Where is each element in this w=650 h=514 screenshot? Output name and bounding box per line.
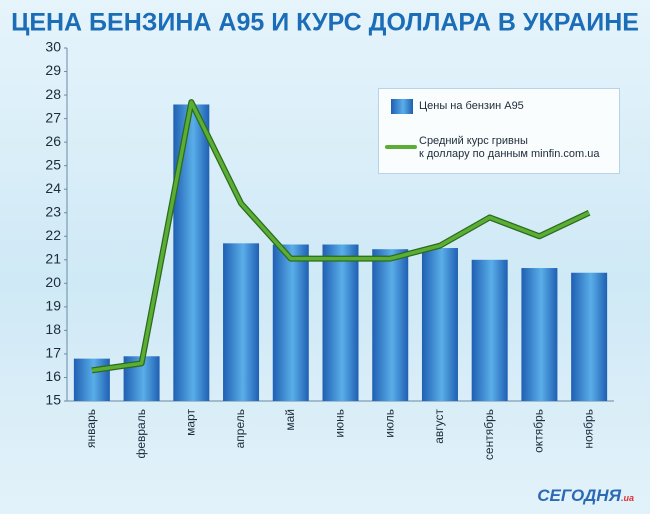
legend-label: Цены на бензин А95 [419, 100, 524, 112]
y-tick-label: 29 [45, 62, 61, 78]
y-tick-label: 19 [45, 298, 61, 314]
y-tick-label: 23 [45, 203, 61, 219]
x-tick-label: сентябрь [482, 409, 496, 460]
bar [73, 358, 110, 401]
x-tick-label: апрель [233, 409, 247, 448]
y-tick-label: 24 [45, 180, 61, 196]
x-tick-label: июль [382, 409, 396, 438]
y-tick-label: 25 [45, 156, 61, 172]
logo-name: СЕГОДНЯ [537, 486, 621, 505]
legend-label: Средний курс гривны к доллару по данным … [419, 135, 600, 160]
chart-title: ЦЕНА БЕНЗИНА А95 И КУРС ДОЛЛАРА В УКРАИН… [11, 9, 639, 37]
bar [571, 272, 608, 401]
y-tick-label: 28 [45, 86, 61, 102]
y-tick-label: 15 [45, 392, 61, 408]
y-tick-label: 27 [45, 109, 61, 125]
bar [521, 268, 558, 401]
bar [223, 243, 260, 401]
x-tick-label: январь [84, 409, 98, 448]
bar [272, 244, 309, 401]
legend-swatches [385, 99, 417, 149]
legend: Цены на бензин А95 Средний курс гривны к… [378, 88, 620, 174]
y-tick-label: 20 [45, 274, 61, 290]
x-tick-label: август [432, 409, 446, 444]
x-tick-label: июнь [333, 409, 347, 438]
logo-suffix: .ua [620, 493, 634, 503]
x-tick-label: март [183, 409, 197, 436]
line [91, 100, 590, 373]
x-tick-label: февраль [134, 409, 148, 459]
y-tick-label: 30 [45, 39, 61, 55]
bar [322, 244, 359, 401]
logo: СЕГОДНЯ.ua [537, 486, 634, 506]
bar [372, 249, 409, 401]
bar [173, 104, 210, 401]
y-tick-label: 26 [45, 133, 61, 149]
y-tick-label: 21 [45, 251, 61, 267]
bar [421, 248, 458, 401]
legend-swatch [391, 99, 413, 114]
x-tick-label: октябрь [532, 409, 546, 453]
y-tick-label: 18 [45, 321, 61, 337]
x-tick-label: май [283, 409, 297, 431]
bar [471, 259, 508, 401]
y-tick-label: 17 [45, 345, 61, 361]
y-tick-label: 16 [45, 368, 61, 384]
y-tick-label: 22 [45, 227, 61, 243]
x-tick-label: ноябрь [581, 409, 595, 449]
